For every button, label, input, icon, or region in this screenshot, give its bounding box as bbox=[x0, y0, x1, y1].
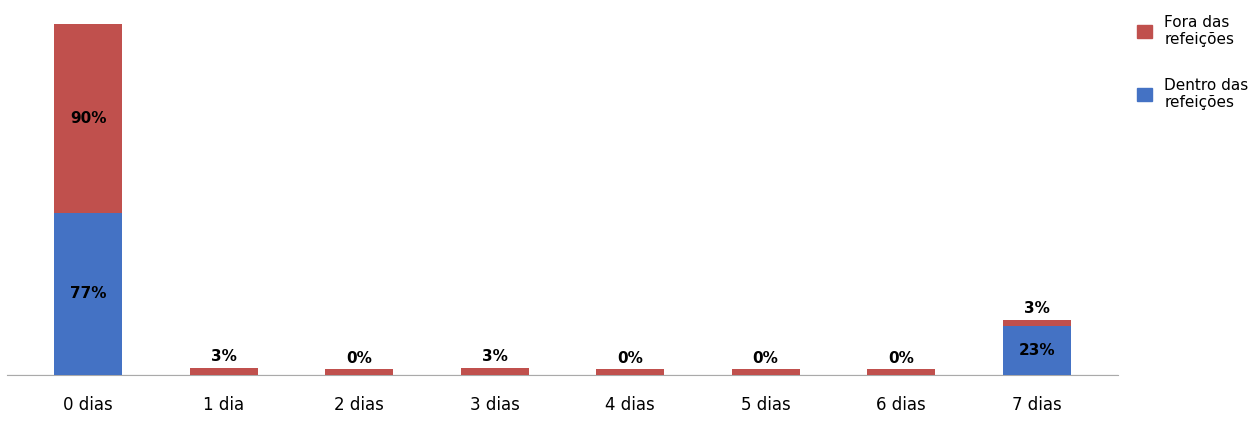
Text: 0%: 0% bbox=[752, 351, 779, 366]
Bar bbox=[1003, 326, 1071, 375]
Text: 90%: 90% bbox=[70, 111, 107, 126]
Text: 3%: 3% bbox=[482, 349, 508, 364]
Bar bbox=[189, 369, 257, 375]
Text: 3%: 3% bbox=[1023, 301, 1050, 316]
Bar bbox=[732, 369, 800, 375]
Text: 0%: 0% bbox=[346, 351, 372, 366]
Bar bbox=[460, 369, 529, 375]
Bar bbox=[868, 369, 935, 375]
Text: 77%: 77% bbox=[70, 286, 107, 301]
Bar bbox=[54, 24, 122, 213]
Text: 23%: 23% bbox=[1018, 343, 1055, 358]
Text: 0%: 0% bbox=[888, 351, 914, 366]
Bar bbox=[597, 369, 665, 375]
Bar bbox=[325, 369, 393, 375]
Bar bbox=[460, 368, 529, 375]
Bar bbox=[54, 369, 122, 375]
Bar bbox=[1003, 320, 1071, 326]
Bar bbox=[1003, 369, 1071, 375]
Legend: Fora das
refeições, Dentro das
refeições: Fora das refeições, Dentro das refeições bbox=[1136, 15, 1249, 110]
Text: 0%: 0% bbox=[617, 351, 643, 366]
Bar bbox=[54, 213, 122, 375]
Text: 3%: 3% bbox=[211, 349, 237, 364]
Bar bbox=[189, 368, 257, 375]
